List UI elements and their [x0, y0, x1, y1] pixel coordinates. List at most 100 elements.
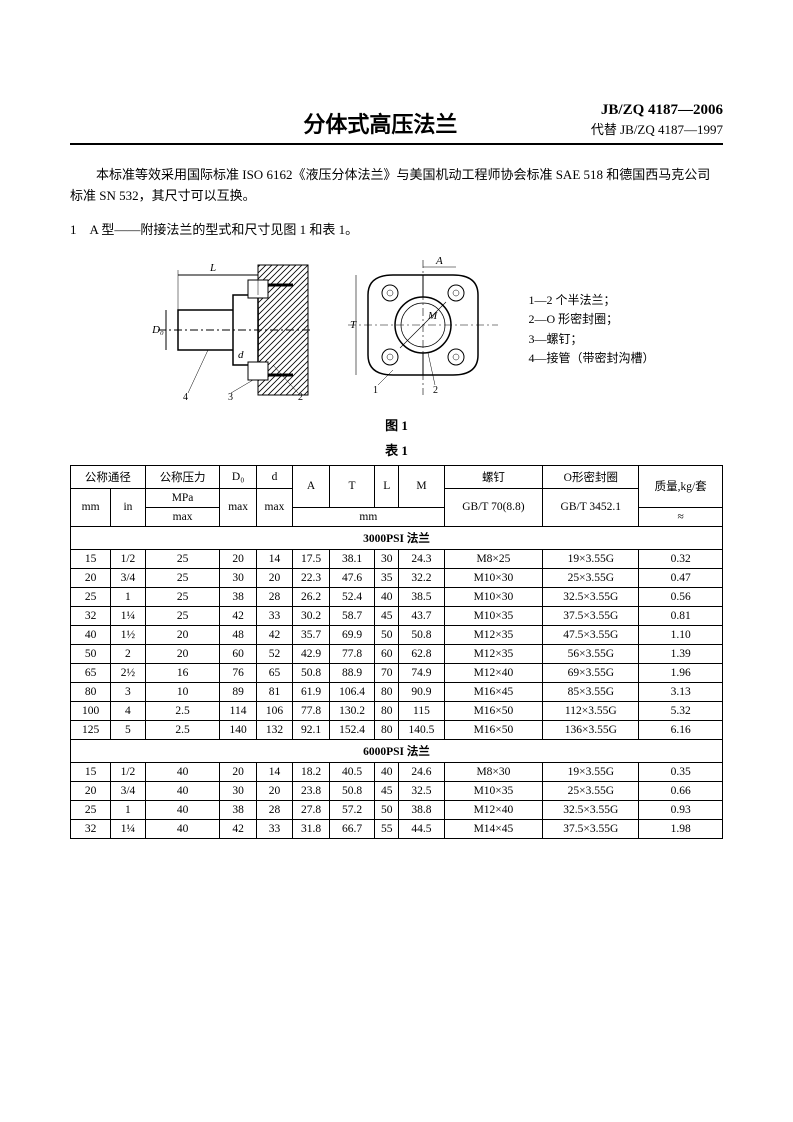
table-cell: M10×35 — [444, 606, 543, 625]
table-row: 203/440302023.850.84532.5M10×3525×3.55G0… — [71, 781, 723, 800]
col-pressure-max: max — [145, 507, 220, 526]
svg-text:4: 4 — [183, 392, 188, 403]
table-cell: 1½ — [111, 625, 146, 644]
table-cell: 1¼ — [111, 819, 146, 838]
col-in: in — [111, 488, 146, 526]
table-cell: 152.4 — [329, 720, 374, 739]
table-cell: 31.8 — [293, 819, 330, 838]
table-cell: 40 — [375, 587, 399, 606]
table-cell: 5.32 — [639, 701, 723, 720]
table-cell: 74.9 — [399, 663, 444, 682]
table-cell: 25 — [145, 606, 220, 625]
table-cell: 60 — [375, 644, 399, 663]
table-header: 公称通径 公称压力 D₀ d A T L M 螺钉 O形密封圈 质量,kg/套 … — [71, 465, 723, 526]
col-d0: D₀ — [220, 465, 256, 488]
table-cell: 2½ — [111, 663, 146, 682]
standard-codes: JB/ZQ 4187—2006 代替 JB/ZQ 4187—1997 — [591, 100, 723, 139]
legend-item-4: 4—接管（带密封沟槽） — [528, 349, 654, 368]
table-cell: 32 — [71, 606, 111, 625]
table-cell: 45 — [375, 781, 399, 800]
table-cell: 130.2 — [329, 701, 374, 720]
table-cell: 3.13 — [639, 682, 723, 701]
table-cell: 125 — [71, 720, 111, 739]
table-cell: M10×30 — [444, 568, 543, 587]
table-cell: 20 — [71, 781, 111, 800]
svg-text:M: M — [427, 310, 438, 322]
col-mass: 质量,kg/套 — [639, 465, 723, 507]
diagram-front-view: A T M 1 2 — [338, 255, 508, 405]
col-t: T — [329, 465, 374, 507]
table-cell: 28 — [256, 800, 292, 819]
table-cell: 30.2 — [293, 606, 330, 625]
page-title: 分体式高压法兰 — [70, 107, 591, 139]
table-cell: 35 — [375, 568, 399, 587]
col-bolt: 螺钉 — [444, 465, 543, 488]
table-cell: M16×50 — [444, 720, 543, 739]
col-m: M — [399, 465, 444, 507]
table-cell: 80 — [375, 682, 399, 701]
standard-code: JB/ZQ 4187—2006 — [591, 100, 723, 121]
table-cell: 32.2 — [399, 568, 444, 587]
col-pressure-unit: MPa — [145, 488, 220, 507]
table-row: 151/225201417.538.13024.3M8×2519×3.55G0.… — [71, 549, 723, 568]
table-cell: M16×45 — [444, 682, 543, 701]
table-cell: 1.39 — [639, 644, 723, 663]
table-cell: 3/4 — [111, 781, 146, 800]
table-1: 公称通径 公称压力 D₀ d A T L M 螺钉 O形密封圈 质量,kg/套 … — [70, 465, 723, 839]
table-cell: M8×25 — [444, 549, 543, 568]
table-cell: 15 — [71, 549, 111, 568]
table-cell: 33 — [256, 819, 292, 838]
table-cell: 3/4 — [111, 568, 146, 587]
table-body-3000: 3000PSI 法兰 151/225201417.538.13024.3M8×2… — [71, 526, 723, 739]
table-cell: 57.2 — [329, 800, 374, 819]
table-cell: 25 — [71, 800, 111, 819]
table-cell: 30 — [220, 568, 256, 587]
table-cell: 19×3.55G — [543, 549, 639, 568]
legend-item-3: 3—螺钉； — [528, 330, 654, 349]
table-cell: 22.3 — [293, 568, 330, 587]
table-cell: 77.8 — [329, 644, 374, 663]
col-d0-sub: max — [220, 488, 256, 526]
table-row: 203/425302022.347.63532.2M10×3025×3.55G0… — [71, 568, 723, 587]
table-cell: 50 — [375, 800, 399, 819]
table-cell: 50 — [375, 625, 399, 644]
table-row: 10042.511410677.8130.280115M16×50112×3.5… — [71, 701, 723, 720]
table-cell: 89 — [220, 682, 256, 701]
table-cell: 14 — [256, 762, 292, 781]
table-cell: 60 — [220, 644, 256, 663]
section-3000: 3000PSI 法兰 — [71, 526, 723, 549]
table-cell: 50 — [71, 644, 111, 663]
table-cell: 80 — [71, 682, 111, 701]
table-cell: 1 — [111, 587, 146, 606]
table-cell: 25×3.55G — [543, 781, 639, 800]
table-cell: 52 — [256, 644, 292, 663]
table-cell: 50.8 — [329, 781, 374, 800]
table-cell: M16×50 — [444, 701, 543, 720]
svg-text:d: d — [238, 349, 244, 361]
table-cell: 65 — [256, 663, 292, 682]
table-cell: 26.2 — [293, 587, 330, 606]
table-cell: 61.9 — [293, 682, 330, 701]
table-row: 50220605242.977.86062.8M12×3556×3.55G1.3… — [71, 644, 723, 663]
table-cell: 140 — [220, 720, 256, 739]
table-cell: 0.81 — [639, 606, 723, 625]
table-cell: 42.9 — [293, 644, 330, 663]
table-cell: 40 — [71, 625, 111, 644]
table-cell: 50.8 — [293, 663, 330, 682]
table-cell: 66.7 — [329, 819, 374, 838]
table-cell: 65 — [71, 663, 111, 682]
svg-text:T: T — [350, 319, 357, 331]
svg-text:3: 3 — [228, 392, 233, 403]
table-cell: 1.96 — [639, 663, 723, 682]
svg-text:2: 2 — [433, 385, 438, 396]
table-cell: 38.5 — [399, 587, 444, 606]
table-cell: 0.93 — [639, 800, 723, 819]
table-cell: 47.6 — [329, 568, 374, 587]
table-cell: 69.9 — [329, 625, 374, 644]
col-bolt-std: GB/T 70(8.8) — [444, 488, 543, 526]
table-cell: 33 — [256, 606, 292, 625]
table-cell: 80 — [375, 720, 399, 739]
table-cell: 0.32 — [639, 549, 723, 568]
table-cell: 18.2 — [293, 762, 330, 781]
table-cell: 55 — [375, 819, 399, 838]
